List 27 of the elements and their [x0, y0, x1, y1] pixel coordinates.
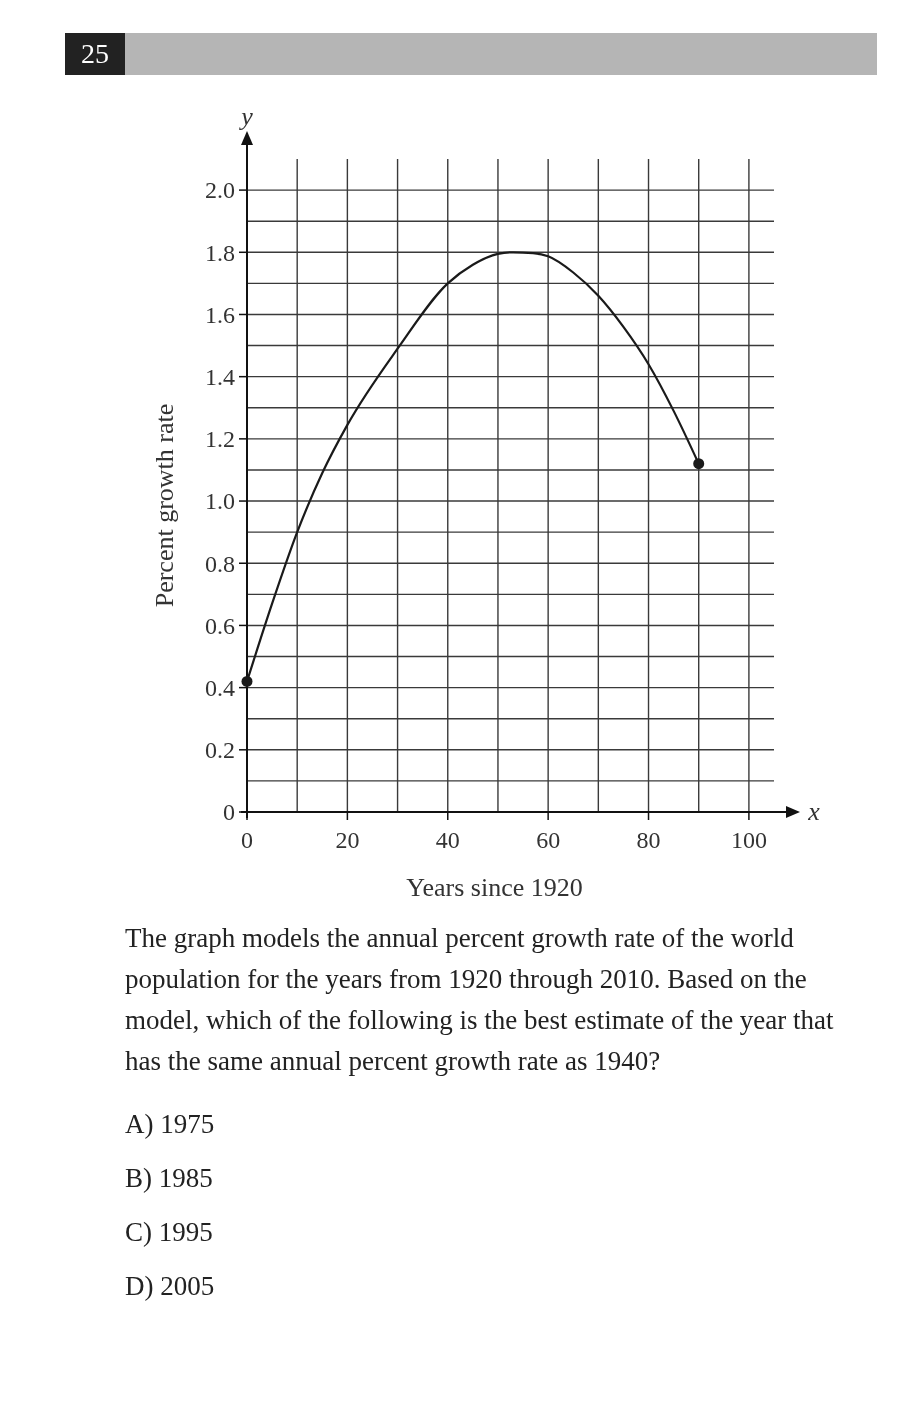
y-tick-label: 2.0 [205, 177, 235, 204]
text: A) 1975 [125, 1108, 216, 1141]
y-tick-label: 1.8 [205, 239, 235, 266]
y-tick-label: 0.6 [205, 612, 235, 639]
y-tick-label: 1.4 [205, 364, 235, 391]
y-tick-label: 0.2 [205, 737, 235, 764]
y-tick-label: 1.2 [205, 426, 235, 453]
x-axis-title: Years since 1920 [406, 873, 583, 902]
y-tick-label: 0.4 [205, 675, 235, 702]
x-tick-label: 60 [536, 827, 561, 853]
x-tick-label: 80 [636, 827, 661, 853]
y-tick-label: 1.0 [205, 488, 235, 515]
text: x [807, 797, 821, 826]
text: y [238, 102, 254, 131]
y-tick-label: 0.8 [205, 550, 235, 577]
x-tick-label: 0 [241, 827, 253, 853]
y-tick-label: 0 [223, 799, 235, 826]
text: B) 1985 [125, 1162, 214, 1195]
x-tick-label: 40 [435, 827, 460, 853]
y-tick-label: 1.6 [205, 301, 235, 328]
text: D) 2005 [125, 1270, 216, 1303]
x-tick-label: 20 [335, 827, 360, 853]
text: 25 [65, 33, 125, 75]
y-axis-title: Percent growth rate [150, 403, 179, 608]
text: The graph models the annual percent growth rate of the world population for the years from 1920 through 2010. Based on the model, which of the following is the best estimate of the year that has the same annual percent growth rate as 1940? [125, 922, 835, 1078]
text: C) 1995 [125, 1216, 214, 1249]
x-tick-label: 100 [730, 827, 767, 853]
